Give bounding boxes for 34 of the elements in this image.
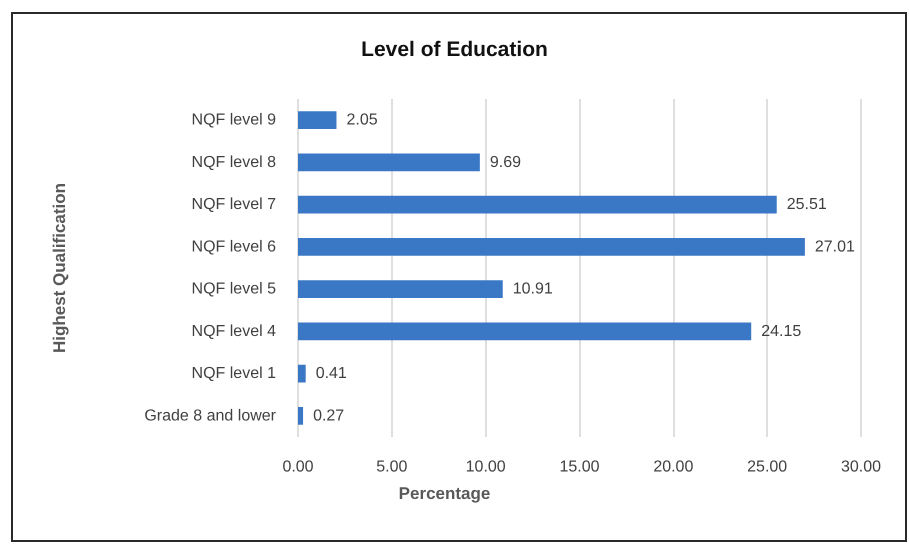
bar: [298, 154, 480, 172]
y-tick-label: NQF level 1: [192, 365, 276, 382]
data-label: 2.05: [346, 112, 378, 129]
bar: [298, 322, 752, 340]
bar: [298, 280, 503, 298]
x-tick-label: 0.00: [282, 458, 314, 476]
data-label: 0.41: [316, 365, 347, 382]
bar: [298, 111, 336, 129]
y-tick-label: NQF level 5: [192, 280, 276, 298]
data-label: 24.15: [761, 322, 802, 340]
data-label: 25.51: [786, 196, 827, 214]
x-tick-label: 20.00: [653, 458, 694, 476]
x-tick-label: 15.00: [559, 458, 600, 476]
bar: [298, 238, 805, 256]
chart-title: Level of Education: [361, 38, 548, 61]
data-label: 0.27: [313, 407, 344, 424]
x-tick-label: 5.00: [376, 458, 408, 476]
y-tick-label: NQF level 6: [192, 238, 276, 256]
y-tick-label: Grade 8 and lower: [144, 407, 277, 424]
y-tick-label: NQF level 8: [192, 154, 276, 171]
y-tick-label: NQF level 9: [192, 112, 276, 129]
x-tick-label: 30.00: [840, 458, 882, 476]
bar: [298, 196, 777, 214]
y-axis-title: Highest Qualification: [50, 182, 69, 354]
x-axis-title: Percentage: [398, 484, 490, 503]
data-label: 9.69: [490, 154, 522, 171]
data-label: 27.01: [814, 238, 856, 256]
x-tick-label: 10.00: [466, 458, 506, 476]
y-tick-label: NQF level 7: [192, 196, 276, 214]
x-tick-label: 25.00: [747, 458, 788, 476]
bar: [298, 407, 304, 425]
data-label: 10.91: [512, 280, 553, 298]
y-tick-label: NQF level 4: [192, 322, 276, 340]
bar: [298, 364, 306, 382]
